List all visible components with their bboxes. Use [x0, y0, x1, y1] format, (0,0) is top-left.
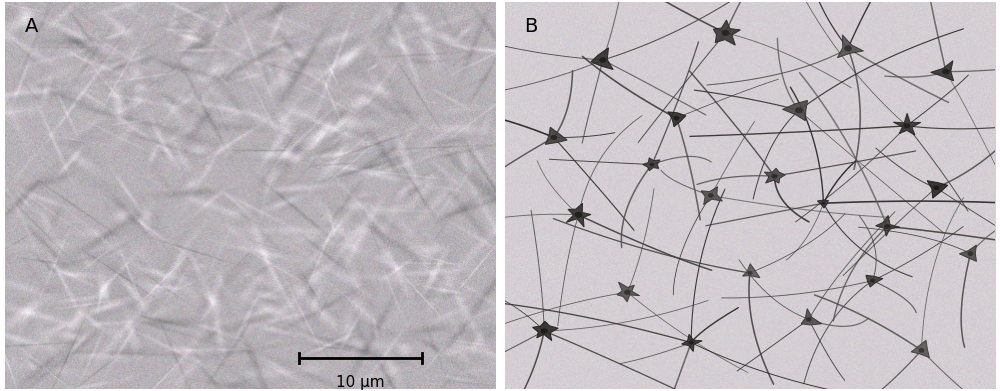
Circle shape [674, 116, 679, 120]
Circle shape [903, 123, 910, 129]
Circle shape [689, 341, 694, 344]
Circle shape [822, 202, 825, 205]
Polygon shape [837, 35, 863, 58]
Circle shape [771, 174, 778, 179]
Polygon shape [866, 275, 883, 287]
Polygon shape [893, 113, 921, 135]
Polygon shape [817, 200, 828, 208]
Polygon shape [764, 168, 785, 183]
Polygon shape [591, 48, 613, 70]
Polygon shape [566, 203, 591, 227]
Circle shape [884, 224, 890, 229]
Polygon shape [801, 308, 822, 325]
Text: A: A [25, 18, 38, 36]
Text: 10 μm: 10 μm [336, 375, 385, 391]
Polygon shape [617, 282, 640, 302]
Polygon shape [643, 158, 660, 171]
Polygon shape [701, 187, 722, 204]
Polygon shape [927, 181, 948, 198]
Polygon shape [545, 127, 567, 144]
Circle shape [844, 45, 852, 52]
Circle shape [722, 30, 729, 36]
Circle shape [551, 135, 557, 140]
Circle shape [541, 328, 548, 334]
Circle shape [599, 57, 606, 63]
Polygon shape [533, 321, 558, 341]
Polygon shape [911, 340, 929, 358]
Circle shape [747, 271, 753, 275]
Circle shape [575, 212, 582, 218]
Circle shape [806, 317, 812, 322]
Text: B: B [525, 18, 538, 36]
Circle shape [870, 279, 875, 283]
Circle shape [795, 107, 803, 113]
Polygon shape [783, 100, 808, 121]
Circle shape [650, 163, 654, 167]
Polygon shape [743, 264, 760, 278]
Circle shape [968, 251, 973, 256]
Circle shape [918, 348, 925, 353]
Polygon shape [713, 20, 740, 45]
Polygon shape [959, 245, 976, 261]
Polygon shape [668, 112, 686, 127]
Polygon shape [931, 61, 954, 81]
Circle shape [942, 69, 950, 75]
Circle shape [624, 290, 631, 295]
Circle shape [708, 193, 714, 198]
Polygon shape [682, 334, 702, 352]
Circle shape [933, 185, 939, 190]
Polygon shape [876, 215, 900, 236]
